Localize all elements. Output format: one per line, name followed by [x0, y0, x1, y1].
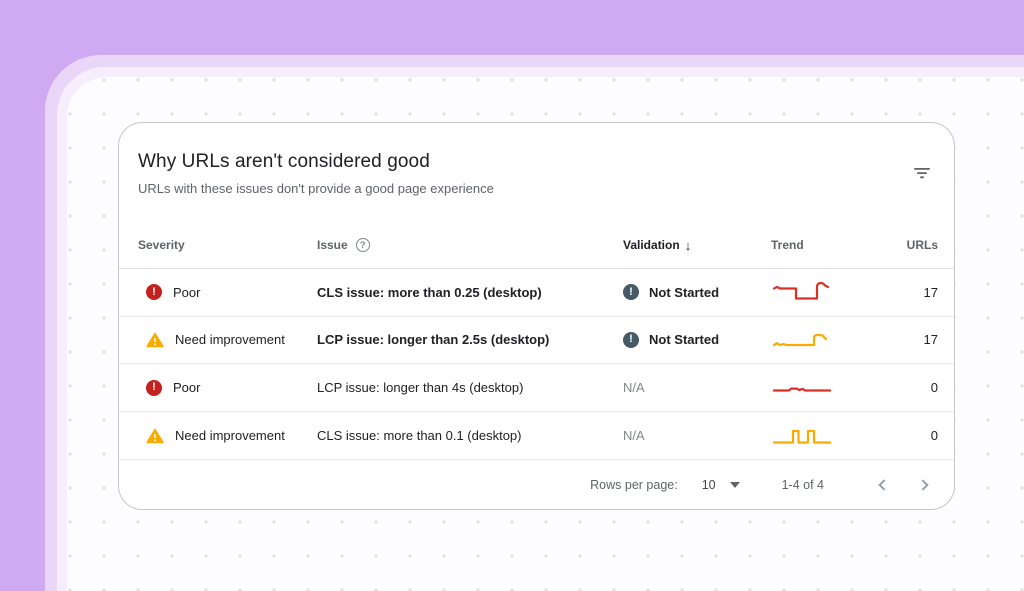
header-trend[interactable]: Trend [771, 238, 804, 253]
card-header: Why URLs aren't considered good URLs wit… [119, 123, 954, 223]
urls-count: 17 [923, 332, 938, 348]
table-row[interactable]: Need improvement LCP issue: longer than … [119, 317, 954, 365]
warning-triangle-icon [146, 428, 164, 444]
validation-label: N/A [623, 380, 645, 396]
previous-page-button[interactable] [870, 473, 894, 497]
issue-label: LCP issue: longer than 2.5s (desktop) [317, 332, 550, 348]
rows-per-page-label: Rows per page: [590, 477, 678, 492]
severity-label: Poor [173, 284, 201, 300]
header-urls[interactable]: URLs [906, 238, 938, 253]
header-issue[interactable]: Issue ? [317, 238, 623, 253]
page-title: Why URLs aren't considered good [138, 151, 430, 172]
validation-label: N/A [623, 428, 645, 444]
issue-label: CLS issue: more than 0.25 (desktop) [317, 284, 542, 300]
trend-cell [771, 279, 891, 305]
trend-cell [771, 327, 891, 353]
trend-sparkline [772, 282, 830, 300]
table-footer: Rows per page: 10 1-4 of 4 [119, 460, 954, 509]
severity-cell: ! Poor [138, 284, 317, 301]
trend-cell [771, 423, 891, 449]
help-icon[interactable]: ? [355, 238, 370, 253]
not-started-icon: ! [623, 284, 639, 301]
filter-list-icon [914, 168, 930, 179]
validation-cell: N/A [623, 380, 771, 395]
severity-label: Poor [173, 380, 201, 396]
severity-cell: Need improvement [138, 332, 317, 348]
chevron-right-icon [916, 478, 929, 491]
trend-sparkline [772, 429, 832, 444]
validation-cell: N/A [623, 428, 771, 443]
chevron-left-icon [877, 478, 890, 491]
issues-card: Why URLs aren't considered good URLs wit… [118, 122, 955, 510]
severity-cell: Need improvement [138, 428, 317, 444]
urls-count: 0 [930, 380, 938, 396]
rows-per-page-select[interactable]: 10 [702, 478, 740, 492]
page-subtitle: URLs with these issues don't provide a g… [138, 181, 494, 196]
validation-label: Not Started [649, 332, 720, 348]
validation-cell: ! Not Started [623, 284, 771, 301]
validation-label: Not Started [649, 284, 720, 300]
table-row[interactable]: ! Poor LCP issue: longer than 4s (deskto… [119, 364, 954, 413]
trend-sparkline [772, 387, 832, 392]
sort-descending-icon: ↓ [684, 237, 692, 253]
header-validation[interactable]: Validation ↓ [623, 237, 692, 253]
header-severity[interactable]: Severity [138, 238, 185, 253]
not-started-icon: ! [623, 331, 639, 348]
warning-triangle-icon [146, 332, 164, 348]
table-header-row: Severity Issue ? Validation ↓ Trend URLs [119, 223, 954, 269]
issue-label: CLS issue: more than 0.1 (desktop) [317, 428, 522, 444]
pagination-range: 1-4 of 4 [781, 477, 824, 492]
urls-count: 17 [923, 284, 938, 300]
chevron-down-icon [729, 481, 740, 488]
next-page-button[interactable] [912, 473, 936, 497]
table-row[interactable]: Need improvement CLS issue: more than 0.… [119, 412, 954, 461]
severity-cell: ! Poor [138, 379, 317, 396]
error-circle-icon: ! [146, 379, 162, 396]
table-row[interactable]: ! Poor CLS issue: more than 0.25 (deskto… [119, 269, 954, 317]
severity-label: Need improvement [175, 428, 285, 444]
urls-count: 0 [930, 428, 938, 444]
severity-label: Need improvement [175, 332, 285, 348]
filter-button[interactable] [910, 161, 934, 185]
rows-per-page-value: 10 [701, 477, 716, 492]
issue-label: LCP issue: longer than 4s (desktop) [317, 380, 524, 396]
error-circle-icon: ! [146, 284, 162, 301]
trend-sparkline [772, 333, 828, 347]
trend-cell [771, 375, 891, 401]
validation-cell: ! Not Started [623, 331, 771, 348]
